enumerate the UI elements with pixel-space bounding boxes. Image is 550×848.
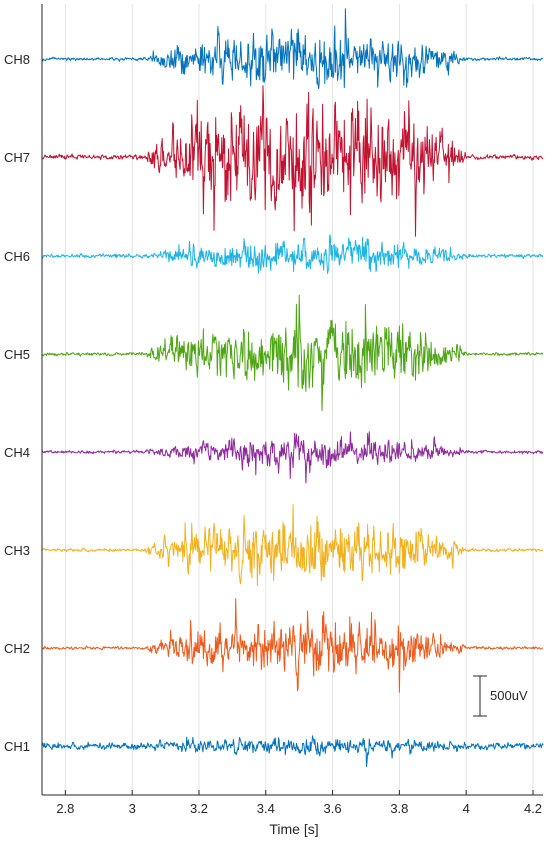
scale-bar: 500uV [473,675,528,717]
channel-label-ch4: CH4 [4,445,30,460]
trace-layer [41,8,544,767]
trace-ch3 [41,504,544,587]
trace-ch7 [41,85,544,237]
channel-label-ch3: CH3 [4,543,30,558]
channel-label-ch8: CH8 [4,52,30,67]
x-axis-title: Time [s] [269,821,318,837]
scale-bar-label: 500uV [490,688,528,703]
x-tick-label: 2.8 [56,801,74,816]
channel-label-ch5: CH5 [4,347,30,362]
channel-label-ch2: CH2 [4,641,30,656]
trace-ch1 [41,735,544,767]
trace-ch2 [41,598,544,693]
axis-layer [41,4,543,796]
x-tick-label: 3.2 [190,801,208,816]
label-layer: 2.8 3 3.2 3.4 3.6 3.8 4 4.2 CH8 CH7 CH6 CH5 CH4 CH3 CH… [4,52,542,816]
x-tick-label: 4.2 [524,801,542,816]
channel-label-ch6: CH6 [4,249,30,264]
channel-label-ch1: CH1 [4,739,30,754]
x-tick-label: 4 [463,801,470,816]
x-tick-label: 3 [129,801,136,816]
trace-ch6 [41,234,544,274]
trace-ch8 [41,8,544,89]
trace-ch5 [41,294,544,412]
channel-label-ch7: CH7 [4,150,30,165]
x-tick-label: 3.8 [390,801,408,816]
x-tick-label: 3.6 [324,801,342,816]
x-tick-label: 3.4 [257,801,275,816]
trace-ch4 [41,431,544,484]
